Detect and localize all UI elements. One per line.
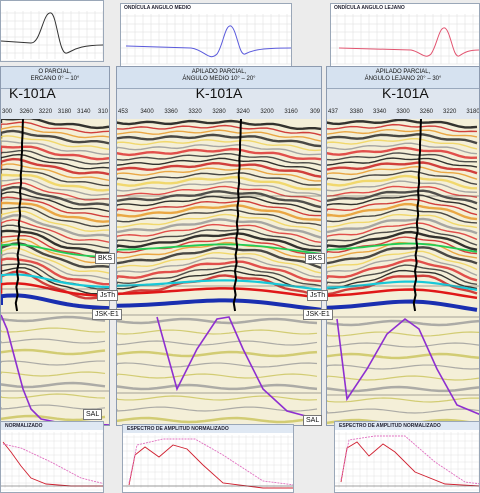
spectrum-title-near: NORMALIZADO xyxy=(1,422,103,430)
well-name-mid: K-101A xyxy=(195,85,243,101)
trace-tick-label: 3380 xyxy=(349,109,364,115)
wavelet-window-far: ONDÍCULA ANGULO LEJANO xyxy=(330,3,480,67)
trace-tick-label: 3180 xyxy=(57,109,72,115)
horizon-label-sal: SAL xyxy=(83,409,103,420)
spectrum-title-far: ESPECTRO DE AMPLITUD NORMALIZADO xyxy=(335,422,479,430)
horizon-label-sal-right: SAL xyxy=(303,415,323,426)
trace-tick-label: 310 xyxy=(97,109,109,115)
seismic-panel-far: APILADO PARCIAL, ÁNGULO LEJANO 20° – 30°… xyxy=(326,66,480,426)
wavelet-plot-near xyxy=(1,11,103,61)
horizon-label-jske1-right: JSK-E1 xyxy=(303,309,333,320)
horizon-label-jske1: JSK-E1 xyxy=(92,309,122,320)
trace-tick-label: 3220 xyxy=(442,109,457,115)
panel-header-near: O PARCIAL, ERCANO 0° – 10° xyxy=(1,67,109,89)
trace-tick-label: 3260 xyxy=(19,109,33,115)
trace-tick-label: 3200 xyxy=(260,109,274,115)
spectrum-window-mid: ESPECTRO DE AMPLITUD NORMALIZADO xyxy=(122,424,294,493)
trace-tick-label: 3180 xyxy=(466,109,480,115)
horizon-label-bks-right: BKS xyxy=(305,253,326,264)
trace-tick-label: 3160 xyxy=(284,109,298,115)
wavelet-title-mid: ONDÍCULA ANGULO MEDIO xyxy=(124,5,191,11)
panel-header-far: APILADO PARCIAL, ÁNGULO LEJANO 20° – 30° xyxy=(327,67,479,89)
trace-ticks-near: 300 3260 3220 3180 3140 310 xyxy=(1,109,109,118)
trace-tick-label: 3360 xyxy=(164,109,178,115)
well-name-near: K-101A xyxy=(9,85,56,101)
trace-tick-label: 3220 xyxy=(38,109,53,115)
trace-tick-label: 3240 xyxy=(236,109,250,115)
seismic-panel-near: O PARCIAL, ERCANO 0° – 10° K-101A 300 326… xyxy=(0,66,110,426)
wavelet-plot-far xyxy=(331,14,479,65)
horizon-label-jsth: JsTh xyxy=(97,290,119,301)
wavelet-title-far: ONDÍCULA ANGULO LEJANO xyxy=(334,5,405,11)
wavelet-window-near xyxy=(0,0,104,62)
wavelet-plot-mid xyxy=(121,14,291,65)
horizon-label-bks: BKS xyxy=(95,253,116,264)
trace-tick-label: 3340 xyxy=(372,109,387,115)
panel-title-mid-2: ÁNGULO MEDIO 10° – 20° xyxy=(182,76,256,82)
trace-ticks-far: 437 3380 3340 3300 3260 3220 3180 xyxy=(327,109,479,118)
panel-header-mid: APILADO PARCIAL, ÁNGULO MEDIO 10° – 20° xyxy=(117,67,321,89)
spectrum-window-near: NORMALIZADO xyxy=(0,421,104,493)
panel-title-far-1: APILADO PARCIAL, xyxy=(375,69,431,75)
wavelet-curve-mid xyxy=(125,25,291,58)
trace-tick-label: 309 xyxy=(309,109,321,115)
seismic-section-far xyxy=(327,119,479,425)
spectrum-title-mid: ESPECTRO DE AMPLITUD NORMALIZADO xyxy=(123,425,293,433)
trace-tick-label: 3300 xyxy=(396,109,410,115)
trace-tick-label: 3400 xyxy=(140,109,154,115)
trace-tick-label: 3280 xyxy=(212,109,226,115)
trace-tick-label: 3260 xyxy=(419,109,434,115)
trace-tick-label: 3320 xyxy=(188,109,202,115)
panel-title-near-1: O PARCIAL, xyxy=(38,69,72,75)
spectrum-window-far: ESPECTRO DE AMPLITUD NORMALIZADO xyxy=(334,421,480,493)
trace-tick-label: 437 xyxy=(327,109,339,115)
trace-tick-label: 453 xyxy=(117,109,129,115)
well-name-far: K-101A xyxy=(382,85,429,101)
seismic-section-mid xyxy=(117,119,321,425)
spectrum-plot-mid xyxy=(123,435,293,489)
seismic-section-near xyxy=(1,119,109,425)
seismic-panel-mid: APILADO PARCIAL, ÁNGULO MEDIO 10° – 20° … xyxy=(116,66,322,426)
panel-title-mid-1: APILADO PARCIAL, xyxy=(191,69,247,75)
trace-tick-label: 3140 xyxy=(77,109,91,115)
wavelet-window-mid: ONDÍCULA ANGULO MEDIO xyxy=(120,3,292,67)
wavelet-curve-far xyxy=(338,27,479,57)
trace-ticks-mid: 453 3400 3360 3320 3280 3240 3200 3160 309 xyxy=(117,109,321,118)
trace-tick-label: 300 xyxy=(1,109,13,115)
horizon-label-jsth-right: JsTh xyxy=(307,290,329,301)
spectrum-plot-near xyxy=(1,432,103,491)
spectrum-plot-far xyxy=(335,432,479,491)
wavelet-curve-near xyxy=(1,12,103,54)
panel-title-near-2: ERCANO 0° – 10° xyxy=(30,76,80,82)
panel-title-far-2: ÁNGULO LEJANO 20° – 30° xyxy=(364,76,442,82)
